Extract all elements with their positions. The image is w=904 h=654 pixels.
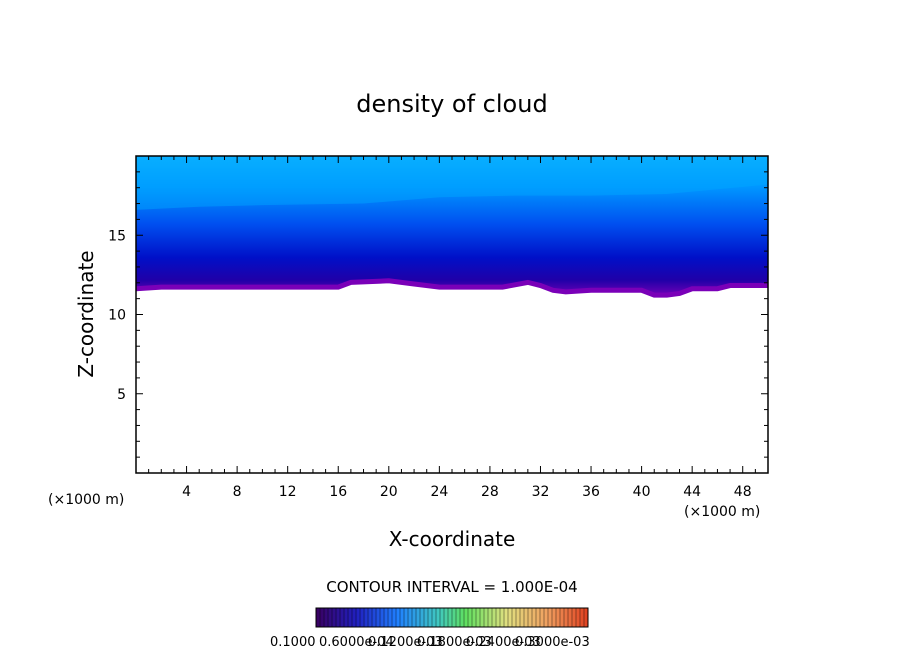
y-axis-label: Z-coordinate — [74, 250, 98, 377]
colorbar-label: 0.6000e-04 — [319, 635, 394, 650]
x-tick-label: 4 — [182, 484, 191, 500]
x-tick-label: 48 — [734, 484, 752, 500]
colorbar-label: 0.1000 — [270, 635, 316, 650]
y-axis-ticks: 5 10 15 — [108, 171, 768, 458]
chart-title: density of cloud — [356, 90, 547, 118]
x-tick-label: 24 — [430, 484, 448, 500]
colorbar-stripes — [319, 608, 585, 627]
x-axis-ticks: 4 8 12 16 20 24 28 32 36 40 44 48 — [148, 156, 756, 500]
y-tick-label: 10 — [108, 308, 126, 324]
x-tick-label: 8 — [233, 484, 242, 500]
y-axis-unit: (×1000 m) — [48, 492, 124, 508]
x-tick-label: 12 — [279, 484, 297, 500]
x-tick-label: 40 — [633, 484, 651, 500]
x-axis-label: X-coordinate — [389, 527, 516, 551]
colorbar-label: 0.3000e-03 — [515, 635, 590, 650]
x-tick-label: 16 — [329, 484, 347, 500]
x-tick-label: 32 — [532, 484, 550, 500]
colorbar-label: 0.1800e-03 — [417, 635, 492, 650]
upper-density-band — [136, 156, 768, 210]
x-tick-label: 28 — [481, 484, 499, 500]
colorbar-label: 0.2400e-03 — [466, 635, 541, 650]
x-tick-label: 36 — [582, 484, 600, 500]
colorbar-label: 0.1200e-03 — [368, 635, 443, 650]
x-tick-label: 20 — [380, 484, 398, 500]
y-tick-label: 15 — [108, 228, 126, 244]
x-axis-unit: (×1000 m) — [684, 504, 760, 520]
y-tick-label: 5 — [117, 387, 126, 403]
cloud-density-region — [136, 156, 768, 298]
x-tick-label: 44 — [683, 484, 701, 500]
plot-area — [136, 156, 768, 298]
cloud-base-band — [136, 278, 768, 298]
contour-interval-label: CONTOUR INTERVAL = 1.000E-04 — [326, 578, 577, 596]
colorbar-labels: 0.1000 0.6000e-040.1200e-030.1800e-030.24… — [270, 635, 590, 650]
